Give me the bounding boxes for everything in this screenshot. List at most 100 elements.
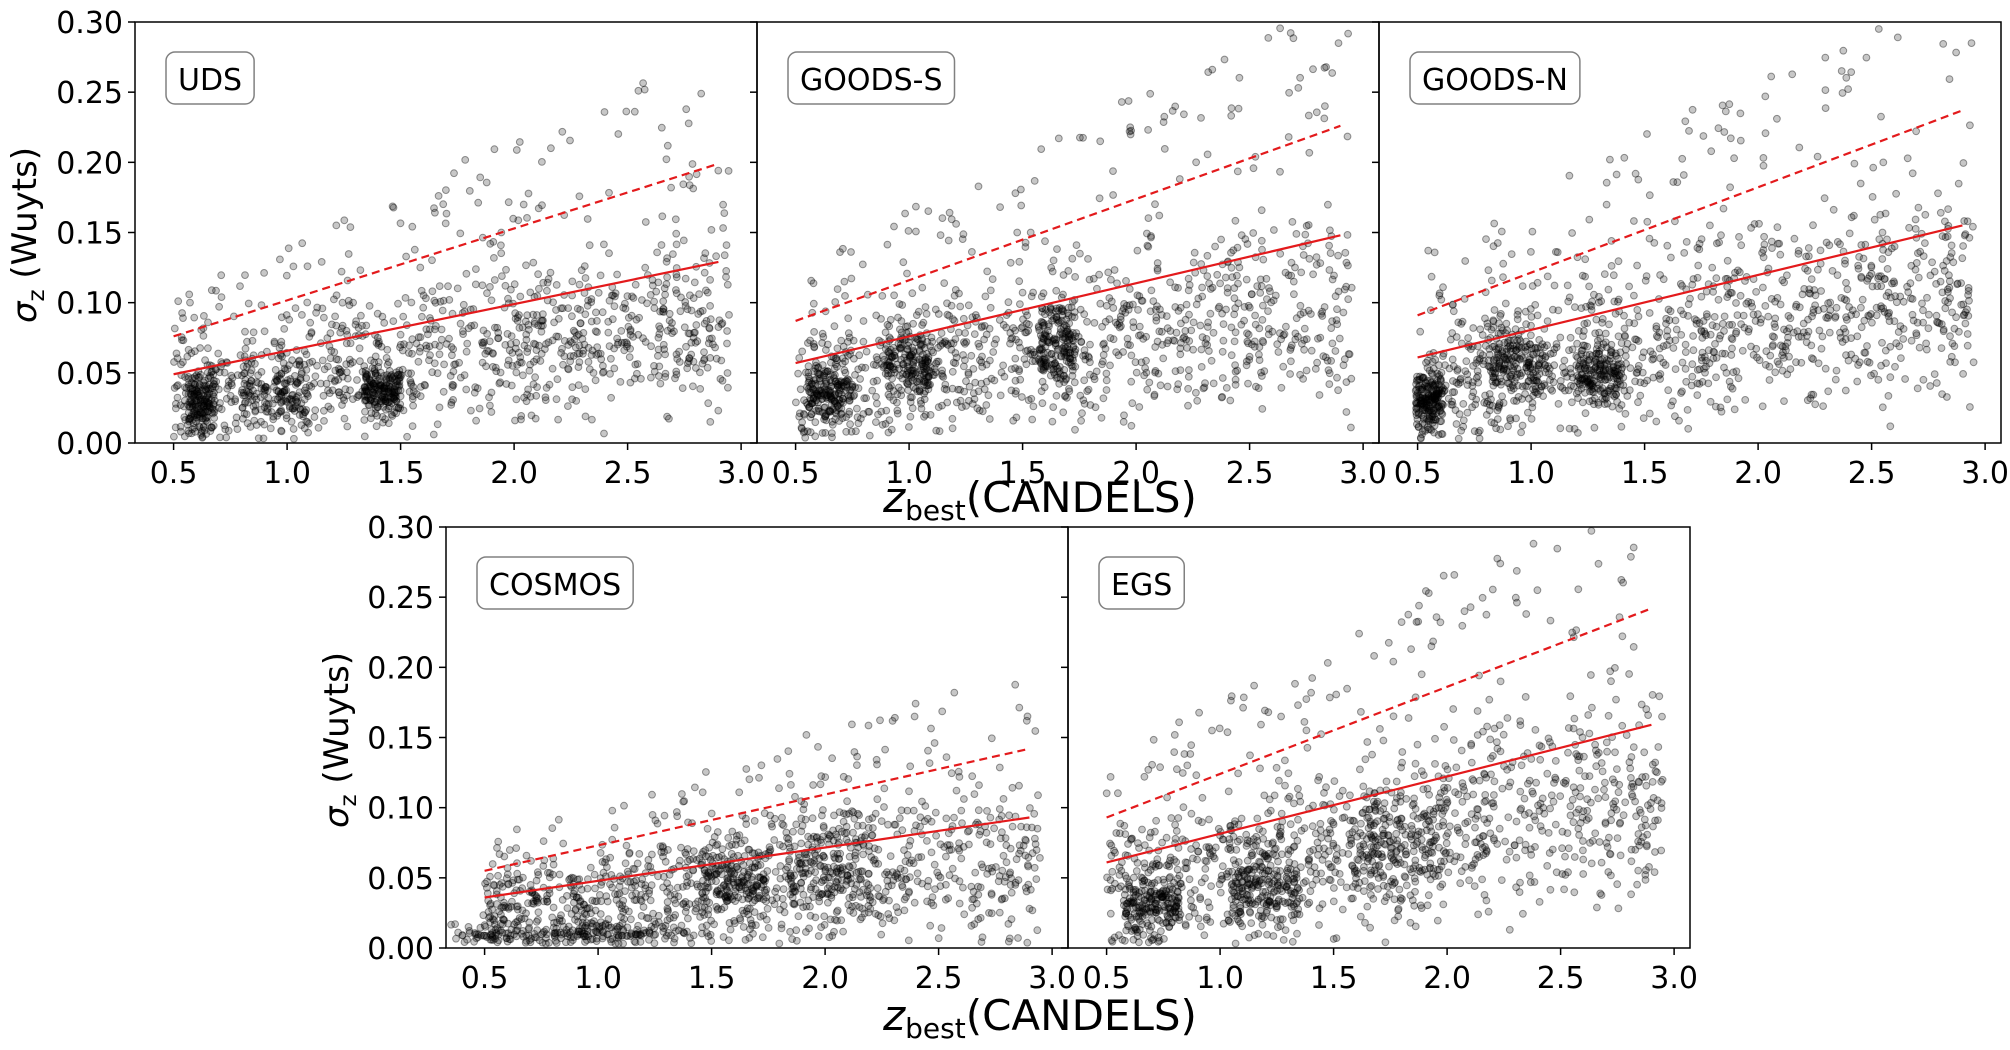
scatter-point	[704, 339, 713, 348]
scatter-point	[421, 381, 430, 390]
scatter-point	[1792, 358, 1800, 367]
scatter-point	[1151, 200, 1159, 209]
scatter-point	[1628, 343, 1637, 352]
scatter-point	[906, 352, 914, 361]
scatter-point	[1086, 370, 1094, 379]
scatter-point	[871, 859, 880, 868]
scatter-point	[1571, 303, 1579, 312]
scatter-point	[1036, 358, 1045, 367]
scatter-point	[1516, 355, 1525, 364]
scatter-point	[1566, 364, 1575, 373]
scatter-point	[891, 354, 900, 363]
scatter-point	[538, 938, 547, 947]
scatter-point	[958, 235, 967, 244]
scatter-point	[693, 337, 702, 346]
scatter-point	[254, 379, 263, 387]
scatter-point	[1127, 377, 1136, 386]
scatter-point	[1896, 292, 1905, 301]
scatter-point	[814, 407, 823, 415]
scatter-point	[1545, 364, 1554, 373]
scatter-point	[369, 388, 378, 397]
scatter-point	[1469, 324, 1478, 332]
scatter-point	[1056, 370, 1065, 378]
scatter-point	[1437, 399, 1446, 408]
scatter-point	[1814, 306, 1823, 315]
scatter-point	[1539, 392, 1547, 401]
scatter-point	[1506, 372, 1515, 381]
scatter-point	[1663, 326, 1672, 335]
fit-line-solid	[795, 234, 1341, 365]
scatter-point	[850, 391, 859, 399]
scatter-point	[1174, 284, 1182, 292]
scatter-point	[274, 409, 283, 418]
scatter-point	[184, 373, 193, 381]
scatter-point	[1761, 361, 1770, 369]
scatter-point	[583, 215, 592, 223]
scatter-point	[517, 412, 526, 420]
scatter-point	[260, 384, 269, 393]
scatter-point	[1429, 392, 1437, 401]
scatter-point	[1770, 333, 1778, 342]
scatter-point	[999, 361, 1007, 370]
scatter-point	[1842, 73, 1851, 82]
scatter-point	[1487, 395, 1495, 404]
scatter-point	[1135, 331, 1143, 340]
scatter-point	[1912, 259, 1921, 267]
scatter-point	[1052, 315, 1061, 324]
scatter-point	[1518, 421, 1527, 430]
scatter-point	[1171, 367, 1180, 376]
scatter-point	[810, 342, 819, 351]
scatter-point	[394, 371, 402, 379]
scatter-point	[1435, 361, 1443, 370]
scatter-point	[973, 404, 982, 413]
scatter-point	[187, 391, 196, 399]
scatter-point	[176, 422, 185, 431]
scatter-point	[919, 362, 928, 371]
scatter-point	[1492, 424, 1500, 433]
scatter-point	[278, 352, 287, 361]
scatter-point	[1414, 423, 1423, 432]
scatter-point	[408, 349, 416, 358]
scatter-point	[1687, 381, 1696, 390]
scatter-point	[1493, 406, 1502, 415]
scatter-point	[491, 363, 500, 372]
scatter-point	[307, 383, 316, 391]
scatter-point	[193, 410, 202, 419]
scatter-point	[872, 353, 881, 362]
scatter-point	[847, 427, 856, 436]
scatter-point	[1721, 107, 1730, 116]
scatter-point	[1584, 358, 1593, 367]
scatter-point	[1231, 375, 1240, 384]
scatter-point	[1953, 280, 1962, 289]
scatter-point	[917, 341, 926, 350]
scatter-point	[1610, 383, 1619, 392]
scatter-point	[336, 328, 345, 337]
scatter-point	[1775, 239, 1784, 248]
scatter-point	[604, 328, 613, 337]
scatter-point	[1046, 304, 1055, 313]
scatter-point	[238, 403, 247, 412]
scatter-point	[190, 397, 199, 406]
scatter-point	[974, 339, 983, 348]
scatter-point	[428, 287, 437, 296]
scatter-point	[1963, 217, 1972, 226]
scatter-point	[970, 330, 979, 339]
scatter-point	[494, 871, 502, 880]
scatter-point	[249, 328, 258, 337]
scatter-point	[1447, 400, 1456, 409]
scatter-point	[579, 329, 588, 337]
scatter-point	[1697, 327, 1706, 336]
scatter-point	[1203, 323, 1212, 331]
scatter-point	[955, 289, 963, 298]
scatter-point	[363, 391, 372, 399]
scatter-point	[1459, 400, 1468, 408]
scatter-point	[837, 409, 846, 418]
scatter-point	[893, 409, 902, 418]
scatter-point	[899, 360, 908, 369]
scatter-point	[646, 291, 655, 299]
scatter-point	[564, 922, 573, 931]
scatter-point	[1071, 347, 1079, 356]
scatter-point	[1304, 221, 1313, 229]
scatter-point	[1532, 348, 1541, 357]
scatter-point	[1420, 415, 1428, 423]
